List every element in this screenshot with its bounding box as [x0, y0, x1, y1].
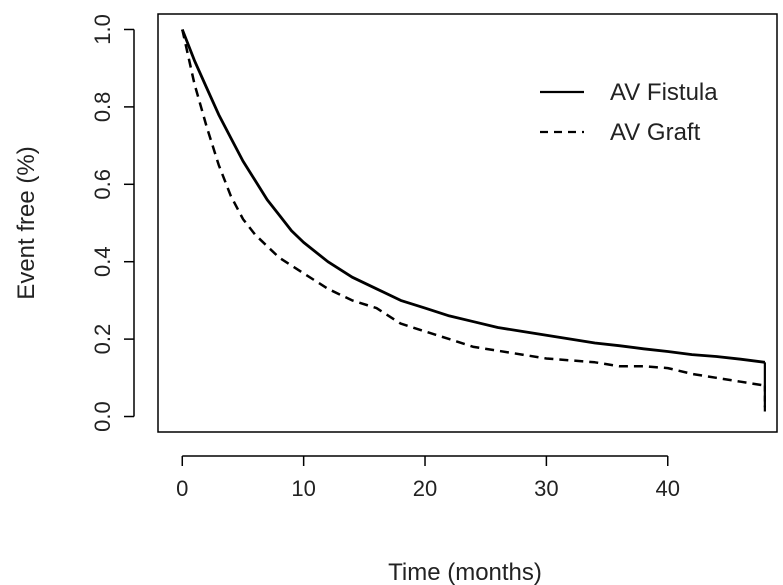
x-tick-label: 40 — [656, 476, 680, 501]
y-axis-title: Event free (%) — [13, 146, 40, 299]
y-tick-label: 0.0 — [90, 401, 115, 432]
x-axis-title: Time (months) — [388, 559, 542, 585]
x-tick-label: 30 — [534, 476, 558, 501]
legend-label-1: AV Fistula — [610, 79, 718, 106]
x-tick-label: 20 — [413, 476, 437, 501]
series-layer — [180, 28, 766, 414]
series-line-2 — [181, 29, 766, 387]
series-line-1 — [180, 28, 766, 364]
y-tick-label: 0.4 — [90, 246, 115, 277]
y-tick-label: 1.0 — [90, 14, 115, 45]
x-tick-label: 10 — [291, 476, 315, 501]
y-tick-label: 0.8 — [90, 92, 115, 123]
y-axis: 0.0 0.2 0.4 0.6 0.8 1.0 — [90, 14, 135, 432]
x-axis: 0 10 20 30 40 — [176, 455, 680, 501]
legend: AV Fistula AV Graft — [540, 79, 718, 146]
plot-frame — [157, 13, 778, 433]
legend-label-2: AV Graft — [610, 119, 701, 146]
x-tick-label: 0 — [176, 476, 188, 501]
y-tick-label: 0.2 — [90, 324, 115, 355]
y-tick-label: 0.6 — [90, 169, 115, 200]
